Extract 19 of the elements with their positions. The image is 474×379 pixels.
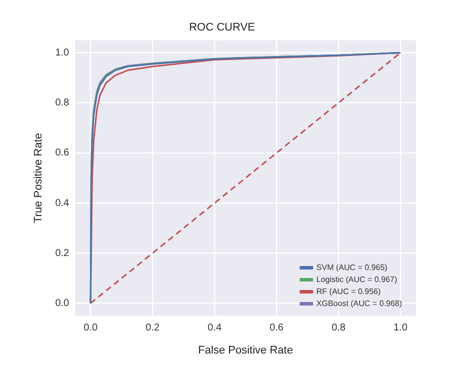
x-tick-label: 0.2 [146,322,160,334]
y-tick-label: 0.6 [55,148,70,159]
legend-label: RF (AUC = 0.956) [316,287,381,296]
x-axis-title: False Positive Rate [198,344,293,356]
legend-label: XGBoost (AUC = 0.968) [316,299,402,308]
y-tick-label: 0.4 [55,198,70,209]
x-tick-label: 0.6 [270,322,284,334]
legend-label: Logistic (AUC = 0.967) [316,275,398,284]
x-tick-label: 0.8 [332,322,346,334]
x-tick-label: 0.0 [84,322,98,334]
y-tick-label: 0.0 [55,298,70,310]
y-tick-label: 0.8 [55,98,70,109]
chart-title: ROC CURVE [189,22,255,34]
x-tick-label: 1.0 [394,322,408,334]
y-tick-label: 1.0 [55,47,70,58]
y-tick-label: 0.2 [55,248,70,259]
x-tick-label: 0.4 [208,322,222,334]
legend-label: SVM (AUC = 0.965) [316,263,388,272]
y-axis-title: True Positive Rate [32,132,45,224]
